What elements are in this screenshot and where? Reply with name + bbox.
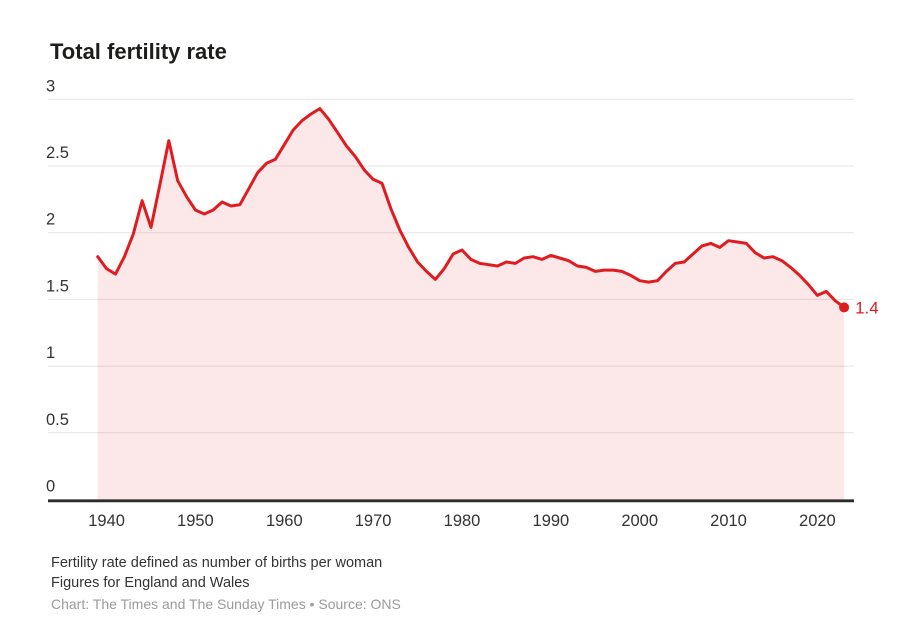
x-tick-label: 1970 [355, 512, 392, 530]
x-tick-label: 2000 [621, 512, 658, 530]
note-definition: Fertility rate defined as number of birt… [51, 555, 383, 571]
x-tick-label: 1960 [266, 512, 303, 530]
y-tick-label: 3 [46, 77, 55, 95]
credit-source-line: Chart: The Times and The Sunday Times • … [51, 596, 401, 612]
x-tick-label: 1990 [533, 512, 570, 530]
end-value-label: 1.4 [855, 298, 879, 317]
x-tick-label: 2020 [799, 512, 836, 530]
y-tick-label: 0.5 [46, 411, 69, 429]
y-tick-label: 0 [46, 478, 55, 496]
end-point-dot [839, 302, 850, 313]
fertility-line [96, 107, 846, 309]
y-tick-label: 1 [46, 344, 55, 362]
chart-title: Total fertility rate [50, 38, 227, 64]
chart-notes: Fertility rate defined as number of birt… [51, 553, 382, 593]
x-tick-label: 2010 [710, 512, 747, 530]
y-tick-label: 2 [46, 211, 55, 229]
y-tick-label: 1.5 [46, 277, 69, 295]
x-tick-label: 1950 [177, 512, 214, 530]
fertility-area [97, 108, 845, 500]
x-tick-label: 1980 [444, 512, 481, 530]
y-tick-label: 2.5 [46, 144, 69, 162]
note-coverage: Figures for England and Wales [51, 575, 250, 591]
x-tick-label: 1940 [88, 512, 125, 530]
